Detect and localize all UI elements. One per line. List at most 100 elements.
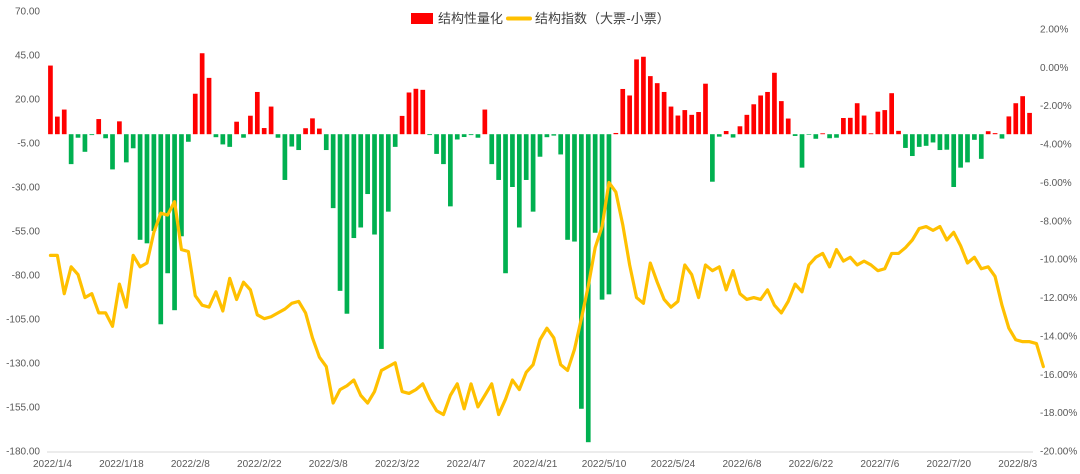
x-axis-tick-label: 2022/4/7 (447, 459, 486, 470)
x-axis-tick-label: 2022/7/6 (860, 459, 899, 470)
bar (385, 134, 391, 212)
bar (923, 134, 929, 146)
bar (392, 134, 398, 147)
bar (847, 117, 853, 135)
bar (978, 134, 984, 159)
right-axis-tick-label: -12.00% (1040, 293, 1077, 304)
line-series (48, 180, 1045, 417)
legend-label-line: 结构指数（大票-小票） (535, 12, 670, 27)
bar (792, 134, 798, 136)
bar (916, 134, 922, 147)
right-axis-tick-label: -6.00% (1040, 178, 1072, 189)
bar (68, 134, 74, 165)
bar (337, 134, 343, 291)
left-axis-tick-label: -80.00 (12, 271, 41, 282)
bar (379, 134, 384, 349)
bar (110, 134, 115, 170)
bar (909, 134, 915, 157)
bar (144, 134, 150, 244)
bar (123, 134, 129, 163)
bar (634, 59, 639, 135)
x-axis-tick-label: 2022/4/21 (513, 459, 558, 470)
bar (558, 134, 564, 155)
bar (544, 134, 550, 138)
bar (985, 131, 991, 135)
bar (454, 134, 460, 140)
x-axis-tick-label: 2022/6/8 (722, 459, 761, 470)
bar (1013, 103, 1019, 135)
bar (606, 134, 612, 295)
bar (813, 134, 819, 139)
bar (365, 134, 370, 195)
bar (668, 106, 674, 135)
right-axis-tick-label: -10.00% (1040, 255, 1077, 266)
left-axis-tick-label: -180.00 (6, 447, 40, 458)
bar (441, 134, 446, 165)
x-axis-tick-label: 2022/1/4 (33, 459, 72, 470)
bar (399, 115, 405, 135)
bar (496, 134, 501, 180)
bar (875, 111, 881, 135)
bar (592, 134, 598, 233)
bar (213, 134, 219, 138)
bar (772, 72, 777, 135)
bar (420, 89, 426, 135)
bar (130, 134, 136, 149)
bar (613, 132, 619, 135)
bar (317, 128, 322, 135)
bar (723, 131, 729, 135)
bar (503, 134, 508, 274)
bar-series (48, 53, 1032, 443)
bar (737, 126, 743, 135)
bar (165, 134, 171, 274)
left-axis-tick-label: 70.00 (15, 7, 40, 18)
bar (944, 134, 950, 150)
bar (882, 110, 888, 135)
bar (510, 134, 515, 187)
left-axis-tick-label: 45.00 (15, 51, 40, 62)
bar (972, 134, 977, 140)
bar (179, 134, 184, 237)
right-axis-tick-label: 0.00% (1040, 63, 1068, 74)
bar (137, 134, 143, 240)
x-axis-tick-label: 2022/7/20 (927, 459, 972, 470)
bar (227, 134, 233, 147)
bar (730, 134, 736, 138)
bar (303, 128, 308, 135)
left-axis: 70.00 45.00 20.00 -5.00 -30.00 -55.00 -80.00 -1… (6, 7, 40, 458)
bar (861, 115, 867, 135)
bar (186, 134, 191, 142)
bar (372, 134, 377, 235)
bar (351, 134, 357, 239)
bar (1006, 116, 1012, 135)
bar (799, 134, 805, 168)
bar (751, 104, 757, 135)
bar (434, 134, 439, 154)
bar (248, 115, 253, 135)
left-axis-tick-label: -155.00 (6, 403, 40, 414)
bar (241, 134, 246, 138)
bar (82, 134, 88, 152)
bar (1020, 96, 1025, 135)
bar (841, 118, 846, 135)
bar (55, 116, 60, 135)
bar (275, 134, 281, 138)
left-axis-tick-label: -30.00 (12, 183, 41, 194)
bar (427, 134, 433, 136)
bar (282, 134, 288, 180)
left-axis-tick-label: -55.00 (12, 227, 41, 238)
x-axis-tick-label: 2022/5/24 (651, 459, 696, 470)
bar (627, 95, 632, 135)
bar (889, 93, 894, 135)
bar (413, 88, 419, 135)
bar (565, 134, 570, 240)
bar (903, 134, 908, 148)
bar (61, 109, 67, 135)
right-axis-tick-label: -8.00% (1040, 216, 1072, 227)
bar (117, 121, 122, 135)
bar (716, 134, 722, 137)
bar (103, 134, 108, 139)
bar (682, 110, 688, 135)
bar (268, 106, 274, 135)
